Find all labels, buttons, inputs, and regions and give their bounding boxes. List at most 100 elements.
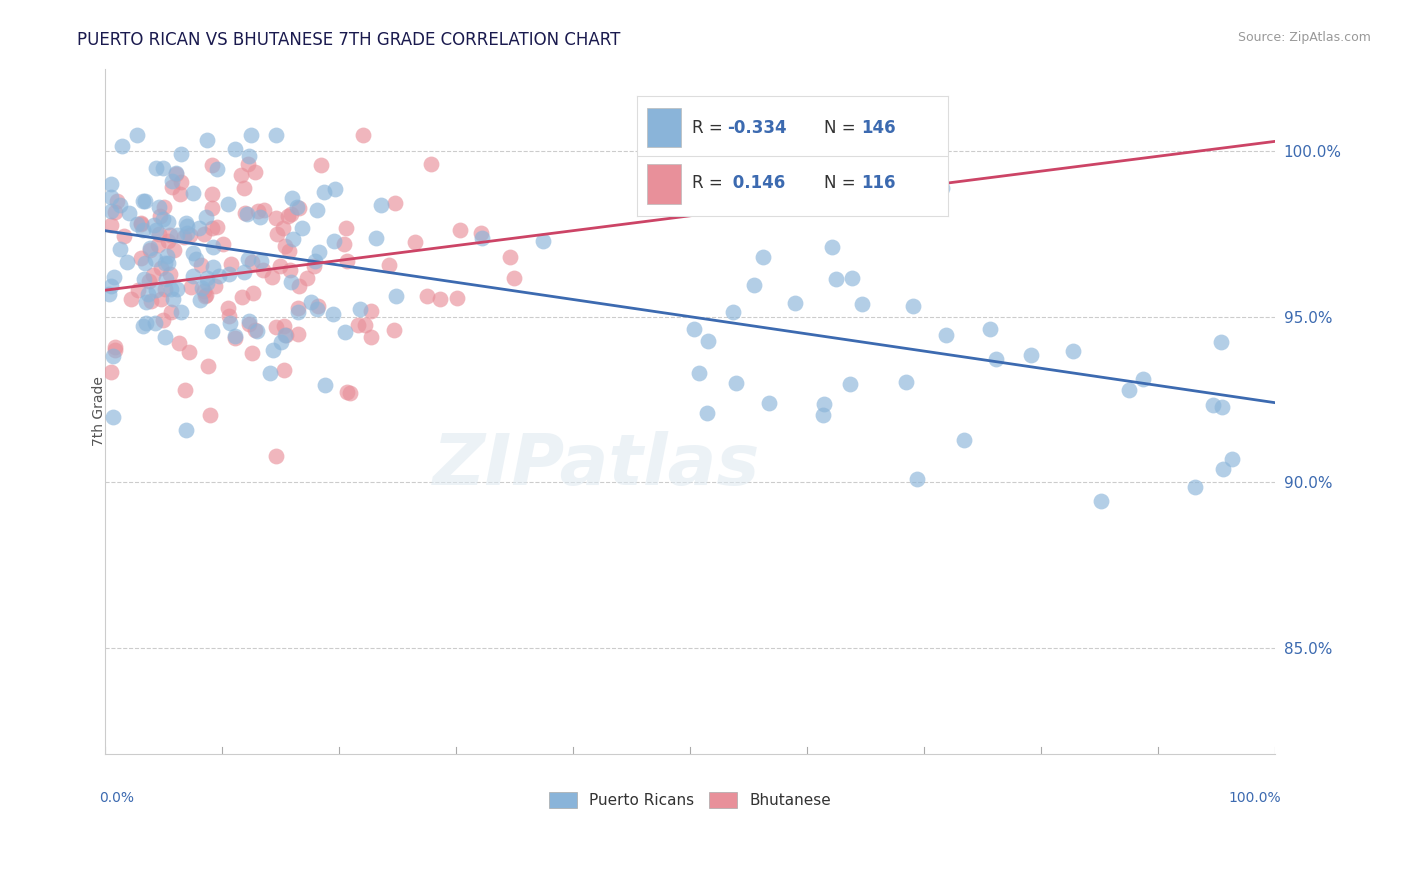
Point bbox=[236, 252, 259, 266]
Point bbox=[111, 139, 134, 153]
Point bbox=[984, 351, 1007, 366]
Point bbox=[156, 256, 179, 270]
Point bbox=[195, 287, 218, 301]
Y-axis label: 7th Grade: 7th Grade bbox=[93, 376, 107, 446]
Point bbox=[352, 128, 374, 142]
Point bbox=[197, 359, 219, 374]
Point bbox=[404, 235, 426, 249]
Point bbox=[200, 220, 222, 235]
Point bbox=[202, 260, 225, 274]
Point bbox=[201, 202, 224, 216]
Point bbox=[821, 240, 844, 254]
Point bbox=[112, 228, 135, 243]
Point bbox=[201, 158, 224, 172]
Point bbox=[688, 366, 710, 380]
Point bbox=[170, 147, 193, 161]
Point bbox=[149, 209, 172, 223]
Point bbox=[191, 280, 214, 294]
Point bbox=[165, 167, 187, 181]
Point bbox=[307, 299, 329, 313]
Point bbox=[120, 293, 142, 307]
Point bbox=[159, 227, 181, 242]
Point bbox=[125, 128, 148, 142]
Point bbox=[100, 365, 122, 379]
Point bbox=[305, 202, 328, 217]
Point bbox=[429, 292, 451, 306]
Point bbox=[152, 161, 174, 176]
Point bbox=[195, 277, 218, 291]
Point bbox=[152, 211, 174, 226]
Point bbox=[108, 243, 131, 257]
Point bbox=[174, 383, 197, 397]
Point bbox=[270, 334, 292, 349]
Point bbox=[218, 267, 240, 281]
Point bbox=[280, 275, 302, 289]
Point bbox=[240, 128, 263, 142]
Point bbox=[360, 304, 382, 318]
Point bbox=[231, 168, 253, 182]
Point bbox=[262, 269, 284, 284]
Point bbox=[1201, 398, 1223, 412]
Point bbox=[221, 257, 243, 271]
Point bbox=[825, 272, 848, 286]
Point bbox=[217, 301, 239, 315]
Point bbox=[136, 286, 159, 301]
Point bbox=[169, 305, 191, 319]
Point bbox=[195, 133, 218, 147]
Point bbox=[143, 252, 166, 267]
Point bbox=[233, 206, 256, 220]
Point bbox=[273, 318, 295, 333]
Point bbox=[246, 324, 269, 338]
Point bbox=[744, 278, 766, 293]
Point bbox=[177, 345, 200, 359]
Point bbox=[723, 305, 745, 319]
Point bbox=[193, 284, 215, 298]
Point bbox=[333, 325, 356, 339]
Point bbox=[278, 244, 301, 258]
Point bbox=[188, 293, 211, 307]
Point bbox=[288, 201, 311, 215]
Point bbox=[332, 236, 354, 251]
Point bbox=[277, 209, 299, 223]
Point bbox=[311, 158, 333, 172]
Point bbox=[134, 256, 156, 270]
Point bbox=[696, 334, 718, 348]
Point bbox=[323, 182, 346, 196]
Point bbox=[157, 234, 180, 248]
Point bbox=[159, 304, 181, 318]
Point bbox=[153, 256, 176, 270]
Point bbox=[115, 255, 138, 269]
Point bbox=[364, 230, 387, 244]
Point bbox=[1222, 451, 1244, 466]
Point bbox=[211, 236, 233, 251]
Point bbox=[156, 215, 179, 229]
Point bbox=[139, 243, 162, 257]
Point bbox=[247, 204, 270, 219]
Point bbox=[162, 180, 184, 194]
Point bbox=[901, 299, 924, 313]
Point bbox=[187, 220, 209, 235]
Text: 100.0%: 100.0% bbox=[1229, 791, 1281, 805]
Point bbox=[224, 328, 246, 343]
Point bbox=[935, 327, 957, 342]
Point bbox=[415, 289, 437, 303]
Point bbox=[160, 174, 183, 188]
Point bbox=[174, 216, 197, 230]
Point bbox=[155, 272, 177, 286]
Point bbox=[683, 322, 706, 336]
Point bbox=[278, 263, 301, 277]
Point bbox=[132, 194, 155, 208]
Point bbox=[470, 226, 492, 240]
Point bbox=[503, 270, 526, 285]
Point bbox=[142, 268, 165, 282]
Point bbox=[382, 323, 405, 337]
Point bbox=[169, 187, 191, 202]
Point bbox=[370, 198, 392, 212]
Point bbox=[148, 227, 170, 242]
Point bbox=[224, 331, 246, 345]
Point bbox=[297, 270, 319, 285]
Point bbox=[179, 227, 201, 242]
Point bbox=[378, 258, 401, 272]
Point bbox=[167, 336, 190, 351]
Point bbox=[117, 206, 139, 220]
